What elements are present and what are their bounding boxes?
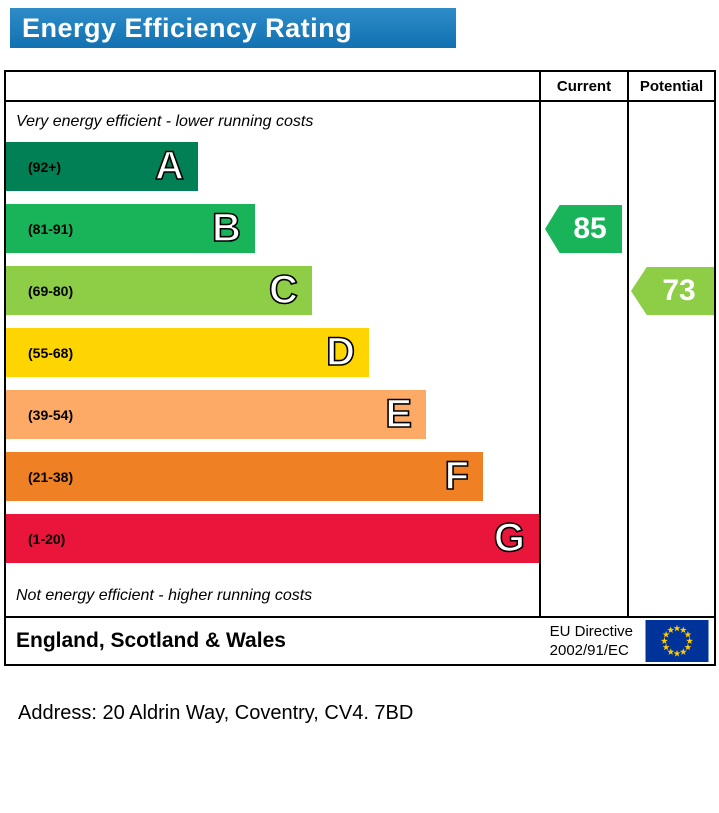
epc-band-row: (39-54) E <box>6 390 539 439</box>
epc-band-letter: G <box>493 515 526 561</box>
eu-flag-icon <box>645 620 709 662</box>
epc-band-range: (81-91) <box>28 220 74 237</box>
epc-band-letter: E <box>385 391 413 437</box>
epc-band-range: (39-54) <box>28 406 74 423</box>
current-column: 85 <box>539 102 627 616</box>
page-title: Energy Efficiency Rating <box>22 12 353 43</box>
epc-band-row: (21-38) F <box>6 452 539 501</box>
epc-band-row: (81-91) B <box>6 204 539 253</box>
epc-band-range: (21-38) <box>28 468 74 485</box>
eu-directive-text: EU Directive 2002/91/EC <box>550 622 633 660</box>
header-spacer <box>6 72 539 102</box>
eu-directive-line2: 2002/91/EC <box>549 642 629 659</box>
eu-directive-line1: EU Directive <box>549 623 633 640</box>
current-rating-arrow: 85 <box>545 205 622 253</box>
epc-band-row: (1-20) G <box>6 514 539 563</box>
bottom-note: Not energy efficient - higher running co… <box>16 587 313 604</box>
epc-band-bar: (69-80) C <box>6 266 312 315</box>
epc-band-range: (1-20) <box>28 530 66 547</box>
epc-band-letter: B <box>211 205 241 251</box>
epc-band-range: (69-80) <box>28 282 74 299</box>
epc-band-row: (55-68) D <box>6 328 539 377</box>
epc-band-letter: A <box>154 143 184 189</box>
address-line: Address: 20 Aldrin Way, Coventry, CV4. 7… <box>18 702 414 724</box>
epc-band-letter: F <box>444 453 470 499</box>
epc-band-row: (69-80) C <box>6 266 539 315</box>
potential-column-header: Potential <box>627 72 714 102</box>
epc-chart: Current Potential Very energy efficient … <box>4 70 716 618</box>
epc-band-bar: (55-68) D <box>6 328 369 377</box>
epc-band-range: (55-68) <box>28 344 74 361</box>
bands-area: Very energy efficient - lower running co… <box>6 102 539 616</box>
epc-band-letter: D <box>325 329 355 375</box>
current-rating-value: 85 <box>573 212 607 245</box>
epc-band-bar: (92+) A <box>6 142 198 191</box>
top-note: Very energy efficient - lower running co… <box>16 113 314 130</box>
title-bar: Energy Efficiency Rating <box>10 8 456 48</box>
epc-band-range: (92+) <box>28 158 62 175</box>
epc-band-row: (92+) A <box>6 142 539 191</box>
epc-band-letter: C <box>268 267 298 313</box>
page: { "title": "Energy Efficiency Rating", "… <box>0 8 719 813</box>
current-column-header: Current <box>539 72 627 102</box>
epc-band-bar: (1-20) G <box>6 514 539 563</box>
footer: England, Scotland & Wales EU Directive 2… <box>4 618 716 666</box>
potential-column: 73 <box>627 102 714 616</box>
potential-rating-value: 73 <box>662 274 696 307</box>
potential-rating-arrow: 73 <box>631 267 714 315</box>
epc-band-bar: (21-38) F <box>6 452 484 501</box>
epc-band-bar: (39-54) E <box>6 390 426 439</box>
region-label: England, Scotland & Wales <box>16 629 286 652</box>
epc-band-bar: (81-91) B <box>6 204 255 253</box>
